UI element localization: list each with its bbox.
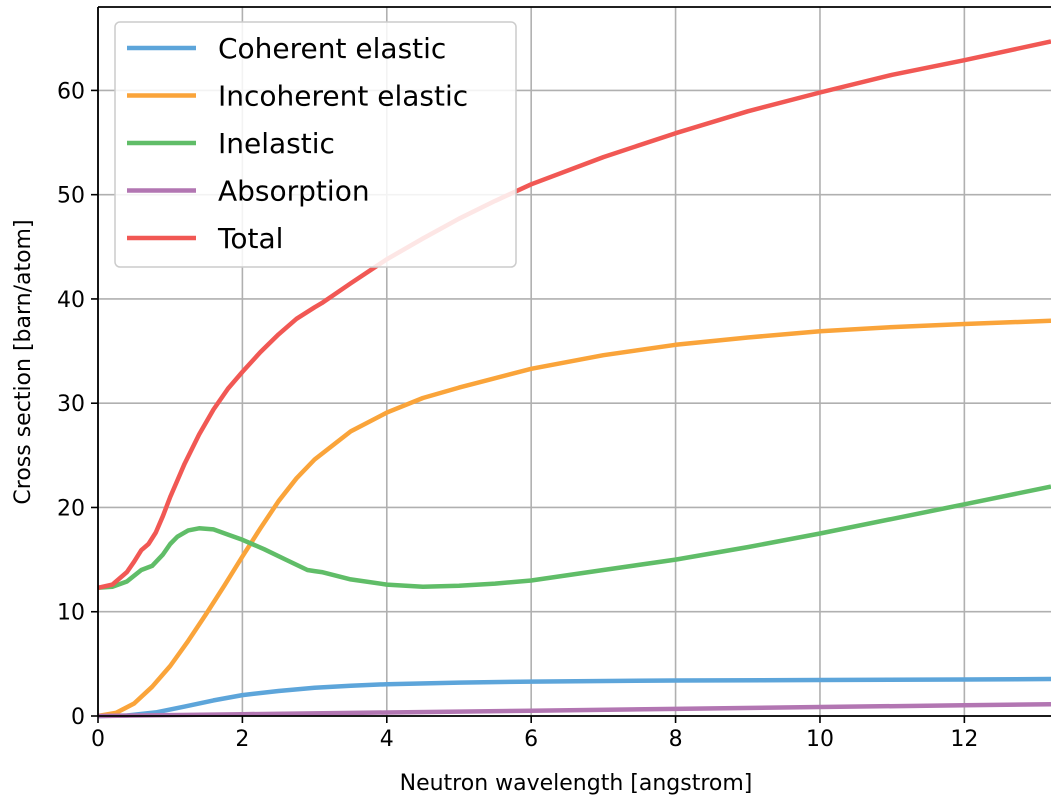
x-tick-label: 12 [950, 727, 978, 752]
legend-label-coherent-elastic: Coherent elastic [218, 32, 446, 65]
series-lines [97, 39, 1051, 719]
x-axis-title: Neutron wavelength [angstrom] [400, 771, 753, 796]
x-tick-label: 4 [380, 727, 394, 752]
legend-label-absorption: Absorption [218, 175, 370, 208]
y-tick-label: 0 [71, 705, 85, 730]
x-tick-label: 10 [806, 727, 834, 752]
series-line-absorption [97, 701, 1051, 719]
series-line-inelastic [97, 484, 1051, 591]
y-tick-label: 10 [57, 601, 85, 626]
y-tick-label: 30 [57, 392, 85, 417]
y-tick-label: 60 [57, 79, 85, 104]
legend-box [114, 21, 517, 268]
y-tick-label: 20 [57, 496, 85, 521]
series-line-coherent-elastic [97, 676, 1051, 719]
legend-label-incoherent-elastic: Incoherent elastic [218, 80, 468, 113]
legend: Coherent elastic Incoherent elastic Inelas… [114, 21, 517, 268]
y-tick-label: 50 [57, 184, 85, 209]
y-axis-title: Cross section [barn/atom] [11, 219, 36, 504]
series-line-incoherent-elastic [97, 318, 1051, 719]
y-tick-label: 40 [57, 288, 85, 313]
tick-marks: 0 2 4 6 8 10 12 0 10 20 30 40 50 60 [57, 79, 978, 752]
axes [97, 6, 1051, 717]
x-tick-label: 8 [669, 727, 683, 752]
x-tick-label: 6 [524, 727, 538, 752]
legend-label-inelastic: Inelastic [218, 127, 335, 160]
x-tick-label: 0 [91, 727, 105, 752]
series-line-total [97, 39, 1051, 590]
legend-label-total: Total [217, 222, 283, 255]
x-tick-label: 2 [235, 727, 249, 752]
